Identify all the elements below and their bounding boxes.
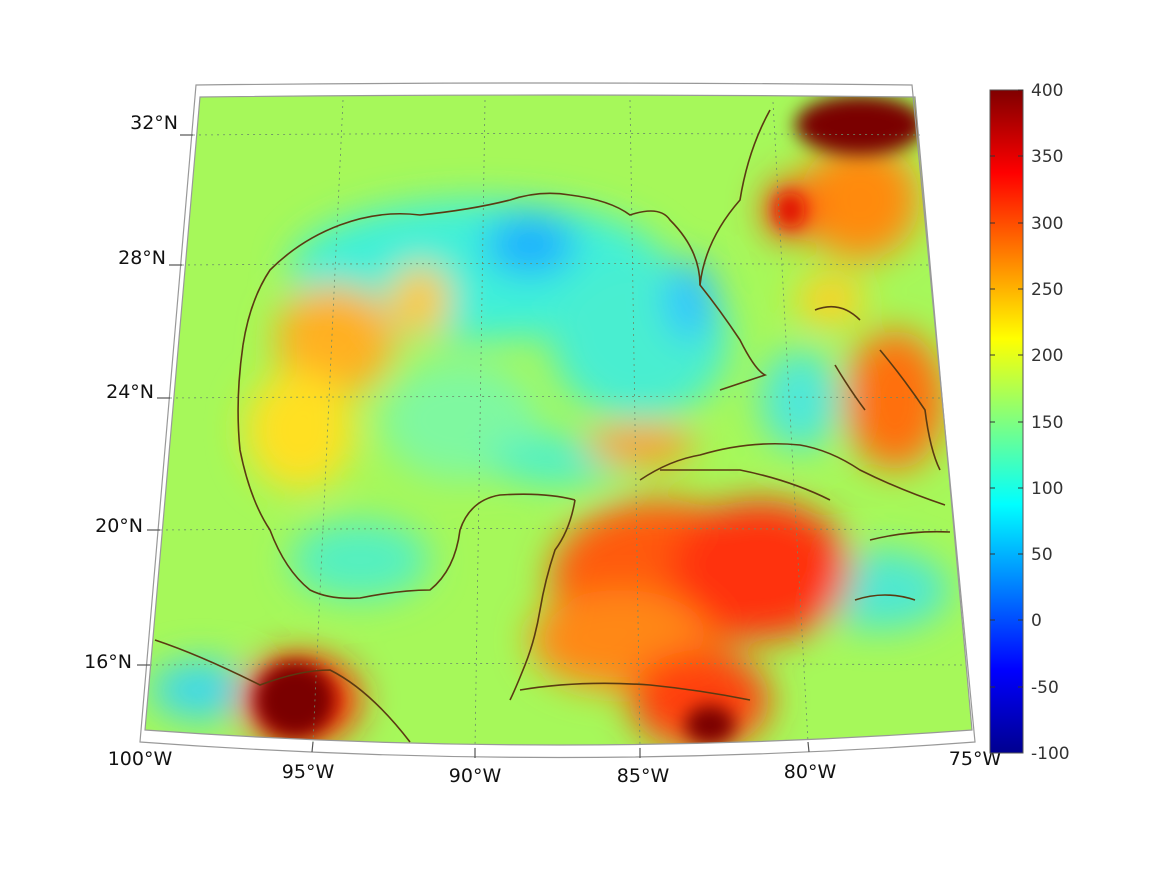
colorbar-label-350: 350 [1031,147,1063,167]
hispaniola-jamaica [854,530,951,601]
lon-label-75w: 75°W [949,748,1002,770]
colorbar-label-0: 0 [1031,611,1042,631]
colorbar-label-300: 300 [1031,214,1063,234]
lat-label-24n: 24°N [106,381,154,403]
florida-coast [699,109,771,286]
map-frame [139,82,976,759]
cuba-north-edge [660,469,831,501]
lon-label-80w: 80°W [784,761,837,783]
central-america-coast [154,639,411,743]
cuba-coast [639,442,946,506]
honduras-coast [519,682,751,701]
colorbar-label-250: 250 [1031,280,1063,300]
colorbar-label-minus50: -50 [1031,678,1059,698]
frame-ticks [137,134,810,758]
graticule [149,99,963,749]
data-field [145,95,972,745]
field-features [150,140,950,745]
lon-label-85w: 85°W [617,765,670,787]
colorbar-ticks [990,89,1023,688]
lon-label-90w: 90°W [449,765,502,787]
lon-label-95w: 95°W [282,761,335,783]
western-gulf-coast [237,344,576,600]
colorbar-gradient [989,89,1024,754]
yucatan-coast [509,499,576,701]
colorbar-label-150: 150 [1031,413,1063,433]
field-peaks [255,95,925,745]
lon-label-100w: 100°W [108,748,173,770]
colorbar-label-200: 200 [1031,346,1063,366]
gulf-coast [242,192,768,391]
colorbar: 400 350 300 250 200 150 100 50 0 -50 -10… [989,81,1070,764]
coastlines [154,109,951,743]
lat-label-16n: 16°N [84,651,132,673]
colorbar-label-100: 100 [1031,479,1063,499]
colorbar-label-50: 50 [1031,545,1053,565]
bahamas [814,305,941,471]
lat-label-32n: 32°N [130,112,178,134]
colorbar-label-400: 400 [1031,81,1063,101]
lat-label-28n: 28°N [118,247,166,269]
colorbar-label-minus100: -100 [1031,744,1070,764]
lat-label-20n: 20°N [95,515,143,537]
